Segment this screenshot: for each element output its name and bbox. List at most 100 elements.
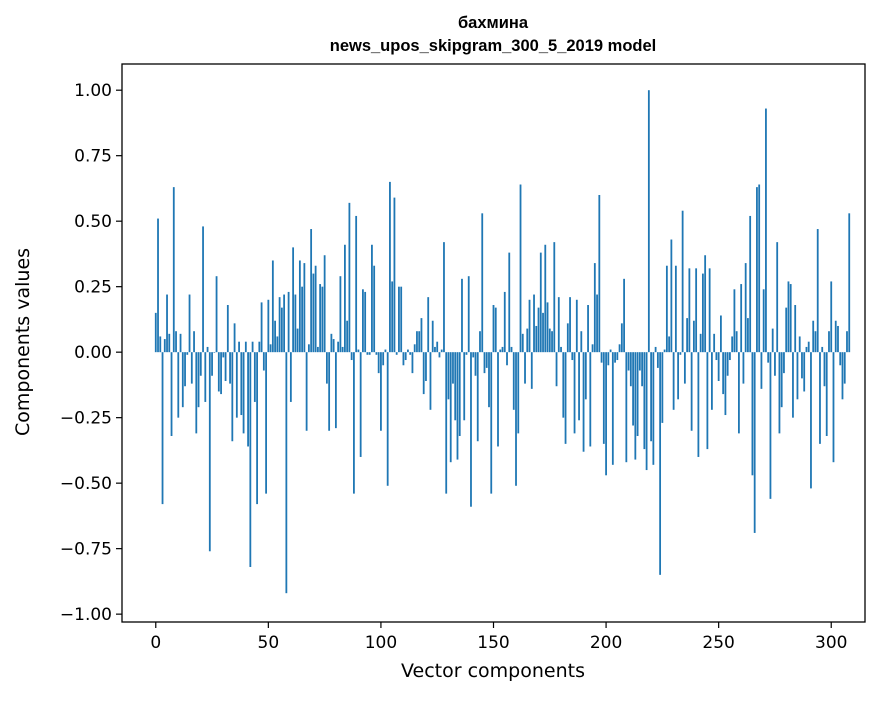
bar (296, 328, 299, 353)
bar (483, 352, 486, 374)
bar (213, 352, 216, 353)
bar (485, 352, 488, 368)
bar (535, 325, 538, 353)
bar (377, 352, 380, 374)
bar (357, 349, 360, 353)
bar (650, 352, 653, 442)
bar (251, 341, 254, 353)
bar (756, 187, 758, 353)
bar (783, 352, 785, 374)
bar (539, 252, 542, 353)
bar (472, 352, 475, 358)
y-tick-label: 0.75 (74, 147, 112, 167)
bar (492, 305, 495, 353)
bar (283, 294, 286, 353)
bar (623, 278, 625, 353)
bar (798, 336, 801, 353)
bar (393, 197, 396, 353)
bar (638, 352, 641, 371)
bar (445, 352, 448, 494)
bar (499, 349, 502, 353)
bar (312, 273, 315, 353)
bar (470, 352, 472, 507)
bar (238, 341, 240, 353)
bar (578, 352, 580, 421)
bar (242, 352, 245, 434)
bar (289, 352, 292, 402)
bar (816, 229, 819, 353)
bar (789, 284, 792, 353)
bar (235, 352, 238, 418)
bar (285, 352, 288, 594)
bar (292, 247, 295, 353)
bar (224, 352, 227, 381)
y-tick-label: −1.00 (60, 605, 112, 625)
bar (420, 318, 423, 353)
bar (602, 352, 605, 444)
bar (591, 344, 594, 353)
bar (681, 210, 684, 353)
bars (154, 90, 851, 594)
bar (765, 108, 767, 353)
bar (175, 331, 177, 353)
bar (830, 281, 833, 353)
bar (596, 294, 598, 353)
bar (742, 352, 745, 384)
bar (310, 229, 313, 353)
bar (474, 352, 477, 376)
bar (375, 352, 378, 355)
bar (488, 352, 490, 408)
bar (177, 352, 180, 418)
bar (339, 276, 342, 353)
bar (519, 184, 522, 353)
bar (398, 286, 400, 353)
bar (184, 352, 186, 387)
x-axis-ticks: 0 50 100 150 200 250 300 (150, 622, 847, 653)
bar (154, 312, 157, 353)
bar (276, 336, 279, 353)
bar (452, 352, 454, 384)
bar (760, 352, 763, 389)
bar (553, 242, 556, 353)
bar (598, 194, 601, 353)
bar (240, 352, 243, 416)
y-tick-label: 1.00 (74, 81, 112, 101)
bar (262, 352, 265, 371)
bar (686, 318, 689, 353)
bar (715, 352, 718, 361)
bar (587, 305, 589, 353)
bar (697, 352, 700, 457)
bar (843, 352, 846, 384)
bar (821, 346, 824, 353)
bar (659, 352, 662, 575)
bar (193, 331, 195, 353)
bar (731, 336, 734, 353)
bar (751, 352, 754, 476)
bar (805, 346, 808, 353)
bar (161, 352, 164, 505)
bar (294, 294, 297, 353)
bar (287, 291, 290, 353)
bar (674, 265, 677, 353)
bar (814, 331, 817, 353)
bar (267, 299, 270, 353)
bar (438, 352, 441, 358)
bar (166, 294, 168, 353)
bar (542, 312, 544, 353)
bar (665, 265, 668, 353)
bar (409, 352, 412, 355)
y-tick-label: 0.50 (74, 212, 112, 232)
bar (307, 344, 310, 353)
bar (652, 352, 655, 465)
bar (226, 305, 229, 353)
bar (537, 307, 540, 353)
bar (422, 352, 425, 395)
bar (330, 333, 333, 353)
bar (654, 346, 657, 353)
bar (625, 352, 628, 463)
bar (395, 352, 398, 355)
bar (656, 352, 659, 368)
bar (217, 352, 220, 392)
bar (181, 352, 184, 408)
